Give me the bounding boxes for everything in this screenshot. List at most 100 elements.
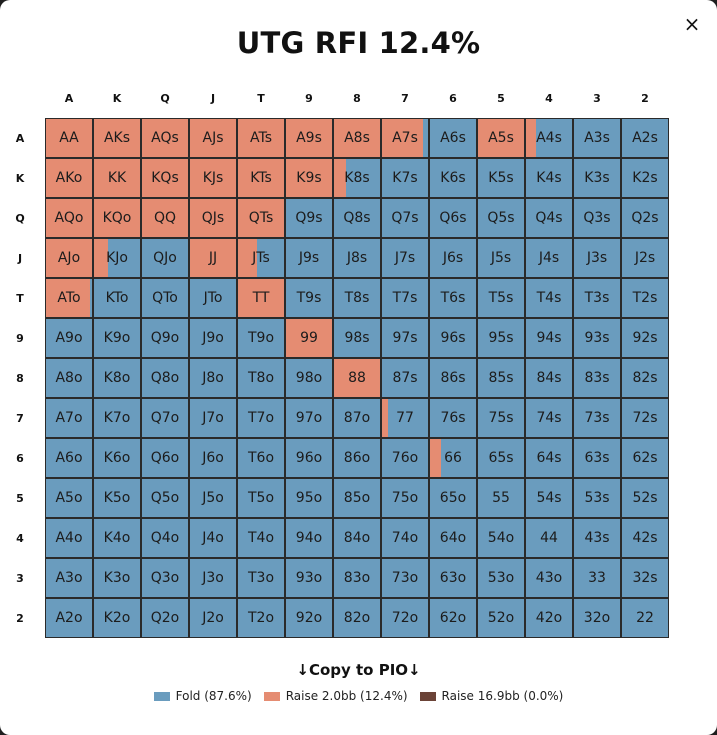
hand-cell-82s[interactable]: 82s [621,358,669,398]
hand-cell-85o[interactable]: 85o [333,478,381,518]
hand-cell-k6s[interactable]: K6s [429,158,477,198]
hand-cell-99[interactable]: 99 [285,318,333,358]
hand-cell-a4s[interactable]: A4s [525,118,573,158]
hand-cell-75o[interactable]: 75o [381,478,429,518]
hand-cell-98s[interactable]: 98s [333,318,381,358]
hand-cell-jto[interactable]: JTo [189,278,237,318]
hand-cell-kqs[interactable]: KQs [141,158,189,198]
hand-cell-q3s[interactable]: Q3s [573,198,621,238]
hand-cell-95o[interactable]: 95o [285,478,333,518]
hand-cell-72o[interactable]: 72o [381,598,429,638]
hand-cell-ato[interactable]: ATo [45,278,93,318]
hand-cell-ajs[interactable]: AJs [189,118,237,158]
hand-cell-j7o[interactable]: J7o [189,398,237,438]
hand-cell-q2s[interactable]: Q2s [621,198,669,238]
hand-cell-43o[interactable]: 43o [525,558,573,598]
hand-cell-q4o[interactable]: Q4o [141,518,189,558]
hand-cell-k6o[interactable]: K6o [93,438,141,478]
hand-cell-q8s[interactable]: Q8s [333,198,381,238]
hand-cell-a9o[interactable]: A9o [45,318,93,358]
hand-cell-t2o[interactable]: T2o [237,598,285,638]
hand-cell-qjs[interactable]: QJs [189,198,237,238]
hand-cell-k8o[interactable]: K8o [93,358,141,398]
hand-cell-97s[interactable]: 97s [381,318,429,358]
hand-cell-86s[interactable]: 86s [429,358,477,398]
hand-cell-32o[interactable]: 32o [573,598,621,638]
hand-cell-a6o[interactable]: A6o [45,438,93,478]
hand-cell-kjs[interactable]: KJs [189,158,237,198]
hand-cell-63s[interactable]: 63s [573,438,621,478]
hand-cell-62o[interactable]: 62o [429,598,477,638]
hand-cell-22[interactable]: 22 [621,598,669,638]
hand-cell-j8o[interactable]: J8o [189,358,237,398]
hand-cell-jj[interactable]: JJ [189,238,237,278]
hand-cell-k4s[interactable]: K4s [525,158,573,198]
hand-cell-j9o[interactable]: J9o [189,318,237,358]
hand-cell-63o[interactable]: 63o [429,558,477,598]
hand-cell-66[interactable]: 66 [429,438,477,478]
hand-cell-q2o[interactable]: Q2o [141,598,189,638]
hand-cell-64s[interactable]: 64s [525,438,573,478]
hand-cell-k2o[interactable]: K2o [93,598,141,638]
hand-cell-a6s[interactable]: A6s [429,118,477,158]
hand-cell-kqo[interactable]: KQo [93,198,141,238]
hand-cell-64o[interactable]: 64o [429,518,477,558]
hand-cell-43s[interactable]: 43s [573,518,621,558]
hand-cell-j2o[interactable]: J2o [189,598,237,638]
hand-cell-t9o[interactable]: T9o [237,318,285,358]
hand-cell-a2s[interactable]: A2s [621,118,669,158]
hand-cell-q6s[interactable]: Q6s [429,198,477,238]
hand-cell-ats[interactable]: ATs [237,118,285,158]
hand-cell-32s[interactable]: 32s [621,558,669,598]
hand-cell-t4o[interactable]: T4o [237,518,285,558]
hand-cell-a3s[interactable]: A3s [573,118,621,158]
hand-cell-t7o[interactable]: T7o [237,398,285,438]
hand-cell-a5o[interactable]: A5o [45,478,93,518]
hand-cell-96o[interactable]: 96o [285,438,333,478]
hand-cell-j3s[interactable]: J3s [573,238,621,278]
hand-cell-t7s[interactable]: T7s [381,278,429,318]
hand-cell-75s[interactable]: 75s [477,398,525,438]
hand-cell-85s[interactable]: 85s [477,358,525,398]
hand-cell-j7s[interactable]: J7s [381,238,429,278]
hand-cell-qts[interactable]: QTs [237,198,285,238]
hand-cell-q3o[interactable]: Q3o [141,558,189,598]
hand-cell-83s[interactable]: 83s [573,358,621,398]
hand-cell-93o[interactable]: 93o [285,558,333,598]
hand-cell-k3o[interactable]: K3o [93,558,141,598]
hand-cell-65o[interactable]: 65o [429,478,477,518]
hand-cell-96s[interactable]: 96s [429,318,477,358]
hand-cell-t6o[interactable]: T6o [237,438,285,478]
hand-cell-q5o[interactable]: Q5o [141,478,189,518]
hand-cell-44[interactable]: 44 [525,518,573,558]
hand-cell-aqo[interactable]: AQo [45,198,93,238]
hand-cell-qjo[interactable]: QJo [141,238,189,278]
hand-cell-72s[interactable]: 72s [621,398,669,438]
hand-cell-j5o[interactable]: J5o [189,478,237,518]
hand-cell-54s[interactable]: 54s [525,478,573,518]
hand-cell-aks[interactable]: AKs [93,118,141,158]
hand-cell-kto[interactable]: KTo [93,278,141,318]
hand-cell-73s[interactable]: 73s [573,398,621,438]
hand-cell-76s[interactable]: 76s [429,398,477,438]
hand-cell-t4s[interactable]: T4s [525,278,573,318]
hand-cell-55[interactable]: 55 [477,478,525,518]
hand-cell-84s[interactable]: 84s [525,358,573,398]
hand-cell-t5s[interactable]: T5s [477,278,525,318]
hand-cell-j9s[interactable]: J9s [285,238,333,278]
hand-cell-j5s[interactable]: J5s [477,238,525,278]
hand-cell-kk[interactable]: KK [93,158,141,198]
hand-cell-q7s[interactable]: Q7s [381,198,429,238]
hand-cell-82o[interactable]: 82o [333,598,381,638]
hand-cell-j4s[interactable]: J4s [525,238,573,278]
hand-cell-76o[interactable]: 76o [381,438,429,478]
hand-cell-k5s[interactable]: K5s [477,158,525,198]
hand-cell-74s[interactable]: 74s [525,398,573,438]
hand-cell-q9s[interactable]: Q9s [285,198,333,238]
hand-cell-t8s[interactable]: T8s [333,278,381,318]
hand-cell-a7s[interactable]: A7s [381,118,429,158]
hand-cell-kjo[interactable]: KJo [93,238,141,278]
hand-cell-86o[interactable]: 86o [333,438,381,478]
hand-cell-a5s[interactable]: A5s [477,118,525,158]
hand-cell-q8o[interactable]: Q8o [141,358,189,398]
